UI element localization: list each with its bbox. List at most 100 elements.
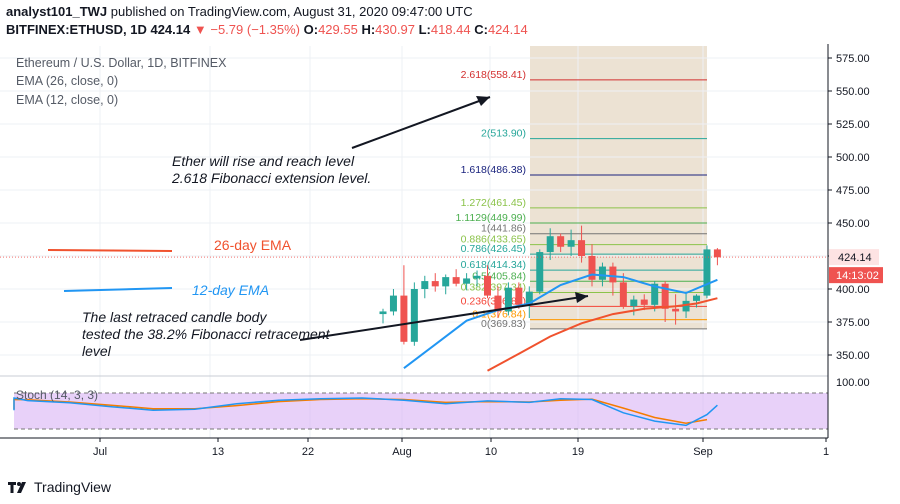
- annotation-ether-rise-2: 2.618 Fibonacci extension level.: [171, 170, 371, 186]
- symbol-legend[interactable]: Ethereum / U.S. Dollar, 1D, BITFINEX: [16, 56, 227, 70]
- candle-body: [379, 311, 387, 315]
- candle-body: [557, 236, 565, 247]
- annotation-retrace-2: tested the 38.2% Fibonacci retracement: [82, 326, 331, 342]
- y-tick-label: 350.00: [836, 350, 870, 362]
- high-value: 430.97: [375, 22, 415, 37]
- arrowhead: [476, 96, 490, 106]
- author[interactable]: analyst101_TWJ: [6, 4, 108, 19]
- candle-body: [400, 295, 408, 342]
- candle-body: [682, 300, 690, 312]
- candle-body: [484, 275, 491, 296]
- candle-body: [525, 291, 533, 305]
- candle-body: [578, 240, 586, 256]
- last-price-label: 424.14: [838, 252, 872, 264]
- stoch-band: [14, 393, 828, 429]
- candle-body: [515, 287, 523, 305]
- fib-level-label: 0(369.83): [481, 318, 526, 330]
- candle-body: [431, 281, 439, 287]
- y-tick-label: 500.00: [836, 152, 870, 164]
- candle-body: [536, 252, 544, 292]
- candle-body: [598, 266, 606, 280]
- time-axis-bg: [0, 438, 900, 474]
- y-tick-label: 400.00: [836, 284, 870, 296]
- arrow-to-retracement: [299, 295, 589, 341]
- x-tick-label: 22: [302, 446, 314, 458]
- stoch-level-label: 100.00: [836, 377, 870, 389]
- x-tick-label: Jul: [93, 446, 107, 458]
- candle-body: [504, 287, 512, 312]
- x-tick-label: 13: [212, 446, 224, 458]
- y-tick-label: 375.00: [836, 317, 870, 329]
- candle-body: [640, 299, 648, 305]
- candle-body: [630, 299, 638, 307]
- fib-level-label: 1.272(461.45): [461, 197, 526, 209]
- countdown-label: 14:13:02: [836, 270, 879, 282]
- ema12-line: [403, 273, 718, 369]
- ema26-line: [487, 297, 718, 372]
- annotation-retrace-1: The last retraced candle body: [82, 309, 267, 325]
- fib-level-label: 2(513.90): [481, 128, 526, 140]
- publish-info: analyst101_TWJ published on TradingView.…: [6, 4, 473, 19]
- close-value: 424.14: [487, 22, 528, 37]
- candle-body: [651, 283, 659, 305]
- low-value: 418.44: [430, 22, 471, 37]
- y-tick-label: 525.00: [836, 119, 870, 131]
- candle-body: [494, 295, 502, 312]
- last-price: 424.14: [150, 22, 191, 37]
- stoch-k-line: [13, 397, 718, 427]
- arrowhead: [575, 292, 588, 303]
- ema26-legend[interactable]: EMA (26, close, 0): [16, 74, 119, 88]
- tradingview-logo-icon[interactable]: [6, 479, 28, 495]
- candle-body: [661, 283, 669, 309]
- down-arrow-icon: ▼: [193, 22, 207, 37]
- stoch-legend: Stoch (14, 3, 3): [16, 388, 98, 402]
- x-tick-label: 1: [823, 446, 829, 458]
- x-tick-label: 10: [485, 446, 497, 458]
- price-label-bg: [829, 249, 879, 266]
- candle-body: [672, 308, 680, 312]
- candle-body: [421, 281, 429, 289]
- ema26-key-label: 26-day EMA: [214, 237, 292, 253]
- candle-body: [619, 282, 627, 307]
- candle-body: [546, 236, 554, 253]
- candle-body: [452, 277, 460, 284]
- candle-body: [442, 277, 450, 287]
- candle-body: [463, 278, 471, 284]
- open-value: 429.55: [318, 22, 358, 37]
- y-tick-label: 575.00: [836, 53, 870, 65]
- candle-body: [389, 295, 397, 312]
- annotation-retrace-3: level: [82, 343, 112, 359]
- fib-level-label: 0.886(433.65): [461, 234, 526, 246]
- fib-level-label: 0.618(414.34): [461, 259, 526, 271]
- fib-level-label: 1.1129(449.99): [456, 212, 526, 224]
- ema26-key-line: [47, 249, 173, 252]
- countdown-bg: [829, 267, 883, 284]
- candle-body: [473, 275, 481, 279]
- candle-body: [693, 295, 700, 301]
- candle-body: [609, 266, 617, 283]
- annotation-ether-rise-1: Ether will rise and reach level: [172, 153, 355, 169]
- price-chart[interactable]: 2.618(558.41) 2(513.90) 1.618(486.38) 1.272…: [0, 44, 900, 474]
- x-tick-label: 19: [572, 446, 584, 458]
- ema12-key-line: [63, 287, 173, 292]
- y-tick-label: 475.00: [836, 185, 870, 197]
- price-change: −5.79 (−1.35%): [210, 22, 300, 37]
- ema12-legend[interactable]: EMA (12, close, 0): [16, 93, 119, 107]
- tradingview-brand[interactable]: TradingView: [34, 479, 112, 495]
- fib-level-label: 1(441.86): [481, 223, 526, 235]
- candle-body: [588, 256, 596, 280]
- fib-level-label: 1.618(486.38): [461, 164, 526, 176]
- ohlc-bar: BITFINEX:ETHUSD, 1D 424.14 ▼ −5.79 (−1.3…: [6, 22, 528, 37]
- candle-body: [567, 240, 575, 247]
- fib-level-label: 0.786(426.45): [461, 243, 526, 255]
- x-tick-label: Sep: [693, 446, 713, 458]
- y-tick-label: 450.00: [836, 218, 870, 230]
- arrow-to-extension: [351, 96, 491, 149]
- candle-body: [410, 289, 418, 342]
- ema12-key-label: 12-day EMA: [192, 282, 269, 298]
- symbol: BITFINEX:ETHUSD, 1D: [6, 22, 147, 37]
- price-axis-bg: [828, 44, 900, 439]
- fib-level-label: 2.618(558.41): [461, 69, 526, 81]
- y-tick-label: 550.00: [836, 86, 870, 98]
- candle-body: [713, 249, 721, 258]
